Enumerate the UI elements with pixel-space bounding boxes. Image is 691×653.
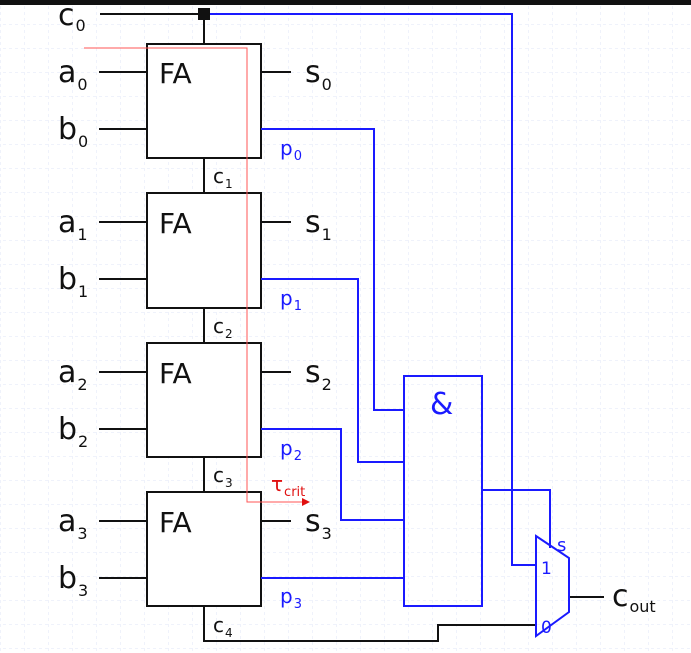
and-gate-label: & — [430, 387, 453, 422]
p0-label: p0 — [280, 136, 302, 164]
full-adder-1 — [146, 192, 262, 309]
fa2-label: FA — [159, 357, 192, 390]
carry-in-label: c0 — [58, 0, 86, 35]
p1-label: p1 — [280, 286, 302, 314]
full-adder-3 — [146, 491, 262, 607]
signal-wires — [99, 13, 604, 642]
c4-wire — [203, 606, 536, 642]
b3-label: b3 — [58, 561, 88, 600]
critical-path — [84, 47, 305, 503]
s0-label: s0 — [305, 55, 332, 94]
a0-label: a0 — [58, 55, 88, 94]
s3-label: s3 — [305, 504, 332, 543]
multiplexer — [535, 534, 570, 638]
c1-label: c1 — [213, 164, 233, 191]
mux-input-1-label: 1 — [541, 559, 552, 579]
s2-label: s2 — [305, 355, 332, 394]
a3-label: a3 — [58, 504, 88, 543]
s1-label: s1 — [305, 205, 332, 244]
mux-input-0-label: 0 — [541, 618, 552, 638]
top-border — [0, 0, 691, 5]
and-gate — [403, 375, 483, 607]
p1-wire — [261, 278, 404, 463]
b1-label: b1 — [58, 262, 88, 301]
b0-label: b0 — [58, 112, 88, 151]
select-wire — [482, 489, 551, 548]
fa0-label: FA — [159, 57, 192, 90]
fa3-label: FA — [159, 506, 192, 539]
fa1-label: FA — [159, 207, 192, 240]
carry-in-bypass-wire — [204, 13, 536, 566]
full-adder-blocks — [146, 43, 262, 607]
c2-label: c2 — [213, 314, 233, 341]
a1-label: a1 — [58, 205, 88, 244]
c4-label: c4 — [213, 613, 233, 640]
critical-path-line — [84, 47, 305, 503]
carry-out-label: cout — [612, 579, 656, 616]
bypass-wires — [204, 13, 570, 638]
mux-select-label: s — [557, 535, 566, 556]
p3-label: p3 — [280, 584, 302, 612]
p2-label: p2 — [280, 436, 302, 464]
p2-wire — [261, 428, 404, 521]
p0-wire — [261, 128, 404, 411]
full-adder-2 — [146, 342, 262, 458]
critical-path-arrowhead — [302, 498, 310, 506]
critical-path-label: τcrit — [271, 472, 305, 500]
c3-label: c3 — [213, 463, 233, 490]
a2-label: a2 — [58, 355, 88, 394]
full-adder-0 — [146, 43, 262, 159]
b2-label: b2 — [58, 412, 88, 451]
junction-dot — [198, 8, 210, 20]
